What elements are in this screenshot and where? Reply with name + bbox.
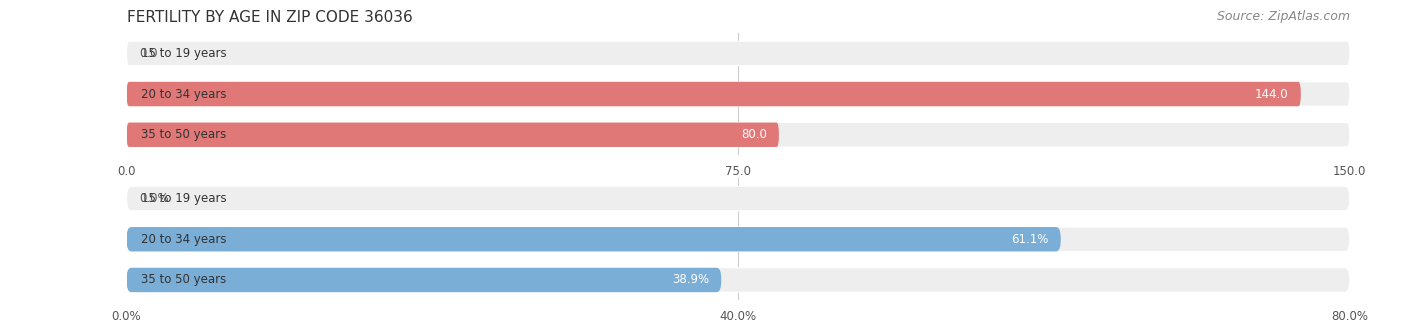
FancyBboxPatch shape bbox=[127, 186, 1350, 211]
Text: 20 to 34 years: 20 to 34 years bbox=[141, 87, 226, 101]
Text: 15 to 19 years: 15 to 19 years bbox=[141, 192, 226, 205]
FancyBboxPatch shape bbox=[127, 227, 1350, 251]
Text: 35 to 50 years: 35 to 50 years bbox=[141, 128, 226, 141]
Text: 35 to 50 years: 35 to 50 years bbox=[141, 274, 226, 286]
FancyBboxPatch shape bbox=[127, 82, 1301, 106]
FancyBboxPatch shape bbox=[127, 122, 779, 147]
FancyBboxPatch shape bbox=[127, 227, 1060, 251]
FancyBboxPatch shape bbox=[127, 122, 1350, 147]
Text: 0.0%: 0.0% bbox=[139, 192, 169, 205]
Text: 15 to 19 years: 15 to 19 years bbox=[141, 47, 226, 60]
FancyBboxPatch shape bbox=[127, 41, 1350, 66]
FancyBboxPatch shape bbox=[127, 268, 1350, 292]
Text: 38.9%: 38.9% bbox=[672, 274, 709, 286]
Text: Source: ZipAtlas.com: Source: ZipAtlas.com bbox=[1216, 10, 1350, 23]
Text: 80.0: 80.0 bbox=[741, 128, 766, 141]
Text: 0.0: 0.0 bbox=[139, 47, 157, 60]
FancyBboxPatch shape bbox=[127, 82, 1350, 106]
Text: 144.0: 144.0 bbox=[1256, 87, 1288, 101]
FancyBboxPatch shape bbox=[127, 268, 721, 292]
Text: 61.1%: 61.1% bbox=[1011, 233, 1049, 246]
Text: FERTILITY BY AGE IN ZIP CODE 36036: FERTILITY BY AGE IN ZIP CODE 36036 bbox=[127, 10, 412, 25]
Text: 20 to 34 years: 20 to 34 years bbox=[141, 233, 226, 246]
